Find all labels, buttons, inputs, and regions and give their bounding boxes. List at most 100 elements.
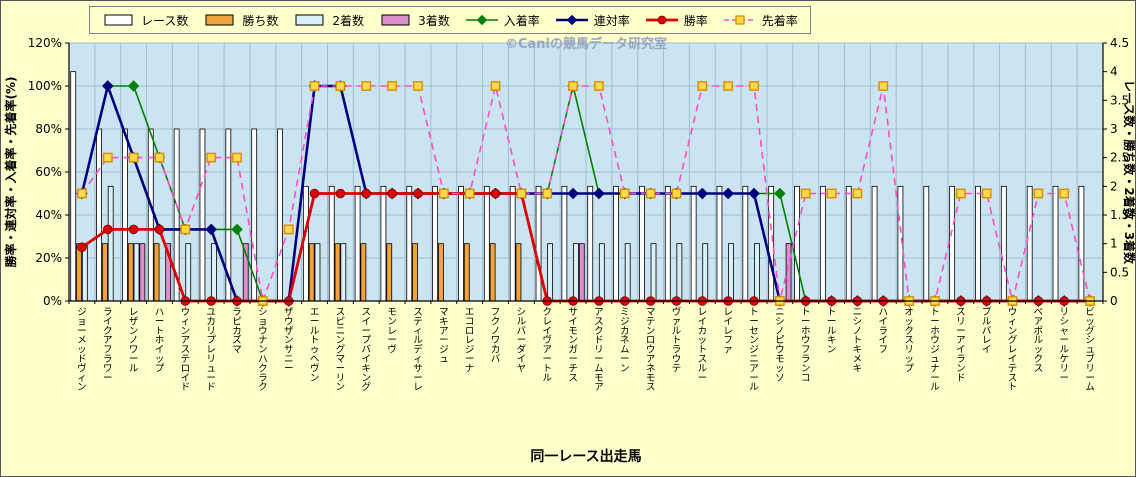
marker-place_rate bbox=[231, 223, 243, 236]
bar-wins bbox=[127, 243, 134, 302]
bar-seconds bbox=[211, 243, 217, 302]
bar-thirds bbox=[578, 243, 585, 302]
bar-seconds bbox=[754, 243, 760, 302]
legend-label: レース数 bbox=[141, 13, 189, 28]
legend-label: 勝率 bbox=[683, 13, 708, 28]
bar-wins bbox=[360, 243, 367, 302]
wins-swatch-icon bbox=[205, 14, 234, 26]
marker-finish_ahead_rate bbox=[1059, 188, 1070, 199]
marker-quinella_rate bbox=[722, 187, 734, 200]
marker-quinella_rate bbox=[205, 223, 217, 236]
x-axis-title: 同一レース出走馬 bbox=[530, 448, 641, 465]
bar-thirds bbox=[785, 243, 792, 302]
bar-wins bbox=[489, 243, 496, 302]
marker-finish_ahead_rate bbox=[335, 81, 346, 91]
bar-seconds bbox=[676, 243, 683, 302]
marker-finish_ahead_rate bbox=[594, 81, 604, 91]
marker-finish_ahead_rate bbox=[955, 188, 966, 199]
legend-label: 3着数 bbox=[418, 13, 450, 28]
bar-races bbox=[277, 128, 283, 302]
marker-finish_ahead_rate bbox=[671, 188, 682, 199]
bar-races bbox=[70, 71, 77, 302]
bar-seconds bbox=[624, 243, 631, 302]
marker-quinella_rate bbox=[593, 187, 605, 200]
bar-wins bbox=[515, 243, 522, 302]
bar-races bbox=[1026, 185, 1033, 302]
bar-seconds bbox=[185, 243, 192, 302]
marker-finish_ahead_rate bbox=[464, 188, 475, 199]
thirds-swatch-icon bbox=[381, 14, 410, 26]
marker-finish_ahead_rate bbox=[723, 81, 734, 91]
x-category-label: エコロレジーナ bbox=[465, 307, 475, 374]
marker-win_rate bbox=[154, 224, 165, 235]
marker-finish_ahead_rate bbox=[1033, 188, 1044, 199]
bar-wins bbox=[76, 243, 82, 302]
marker-finish_ahead_rate bbox=[568, 81, 578, 91]
marker-finish_ahead_rate bbox=[619, 188, 630, 199]
x-category-label: スティルディサーレ bbox=[413, 307, 423, 393]
marker-finish_ahead_rate bbox=[697, 81, 708, 91]
bar-wins bbox=[101, 243, 108, 302]
bar-races bbox=[354, 185, 361, 302]
bar-seconds bbox=[340, 243, 347, 302]
races-swatch-icon bbox=[104, 14, 133, 26]
x-category-label: スピニングマーリン bbox=[336, 307, 346, 393]
right-axis-title: レース数・勝ち数・2着数・3着数 bbox=[1122, 80, 1136, 265]
right-tick-label: 1 bbox=[1110, 237, 1118, 251]
bar-races bbox=[96, 128, 102, 302]
bar-wins bbox=[308, 243, 315, 302]
marker-finish_ahead_rate bbox=[232, 152, 242, 163]
marker-finish_ahead_rate bbox=[361, 81, 372, 91]
bar-races bbox=[742, 185, 749, 302]
x-category-label: サイモンガーチス bbox=[568, 307, 578, 384]
legend-label: 先着率 bbox=[761, 13, 798, 28]
x-category-label: マキアージュ bbox=[439, 307, 449, 365]
x-category-label: ウィンアステロイド bbox=[181, 307, 191, 393]
x-category-label: ウィングレイテスト bbox=[1008, 307, 1018, 393]
bar-races bbox=[302, 185, 309, 302]
bar-seconds bbox=[547, 243, 554, 302]
marker-finish_ahead_rate bbox=[283, 224, 294, 235]
x-category-label: ミジカネムーン bbox=[620, 307, 630, 374]
bar-races bbox=[587, 185, 594, 302]
left-tick-label: 20% bbox=[35, 251, 62, 265]
x-category-label: トーホウジュナール bbox=[930, 307, 940, 393]
marker-win_rate bbox=[102, 224, 113, 235]
marker-finish_ahead_rate bbox=[413, 81, 423, 91]
bar-races bbox=[871, 185, 878, 302]
bar-races bbox=[1000, 185, 1007, 302]
x-category-label: ブルバレイ bbox=[982, 306, 992, 356]
bar-races bbox=[561, 185, 568, 302]
left-tick-label: 0% bbox=[43, 294, 62, 308]
marker-finish_ahead_rate bbox=[542, 188, 553, 199]
marker-finish_ahead_rate bbox=[438, 188, 449, 199]
bar-wins bbox=[412, 243, 418, 302]
marker-finish_ahead_rate bbox=[77, 188, 87, 199]
bar-races bbox=[716, 185, 723, 302]
legend-label: 勝ち数 bbox=[242, 13, 279, 28]
bar-races bbox=[1052, 185, 1059, 302]
bar-races bbox=[328, 185, 335, 302]
x-category-label: トーホウフランコ bbox=[801, 307, 811, 384]
bar-races bbox=[458, 185, 464, 302]
bar-races bbox=[1078, 185, 1085, 302]
marker-finish_ahead_rate bbox=[387, 81, 398, 91]
marker-finish_ahead_rate bbox=[645, 188, 656, 199]
legend-item-place_rate: 入着率 bbox=[465, 12, 540, 29]
seconds-swatch-icon bbox=[295, 14, 324, 26]
bar-races bbox=[122, 128, 128, 302]
marker-win_rate bbox=[361, 188, 372, 199]
bar-seconds bbox=[702, 243, 709, 302]
marker-finish_ahead_rate bbox=[154, 152, 165, 163]
left-tick-label: 100% bbox=[28, 79, 62, 93]
bar-seconds bbox=[598, 243, 605, 302]
legend-item-thirds: 3着数 bbox=[379, 12, 450, 29]
bar-wins bbox=[334, 243, 341, 302]
x-category-label: ニシノピウモッソ bbox=[775, 307, 785, 384]
legend: レース数 勝ち数 2着数 3着数 入着率 連対率 勝率 先着率 bbox=[89, 6, 811, 34]
marker-finish_ahead_rate bbox=[206, 152, 217, 163]
x-category-label: レイカットスルー bbox=[698, 307, 708, 384]
bar-races bbox=[199, 128, 206, 302]
bar-races bbox=[639, 185, 645, 302]
